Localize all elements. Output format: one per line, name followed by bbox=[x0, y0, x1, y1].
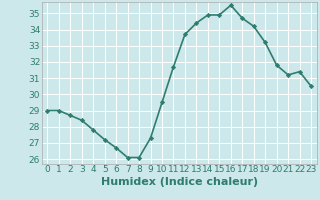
X-axis label: Humidex (Indice chaleur): Humidex (Indice chaleur) bbox=[100, 177, 258, 187]
